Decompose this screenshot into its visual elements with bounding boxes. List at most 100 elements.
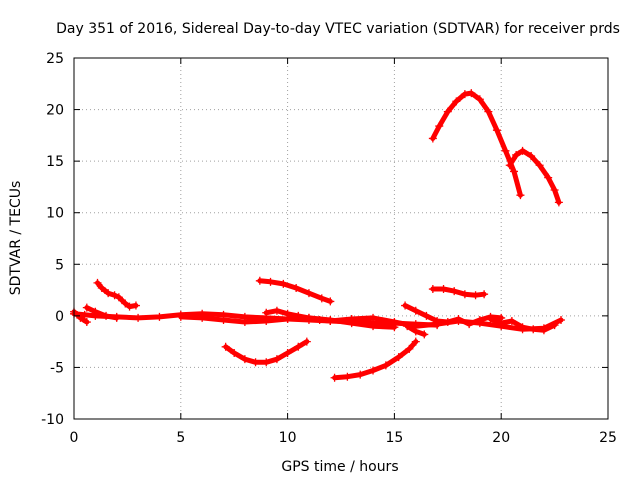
data-point bbox=[518, 323, 527, 332]
x-tick-label: 5 bbox=[176, 430, 185, 446]
x-tick-label: 10 bbox=[279, 430, 297, 446]
series-arc-late-small bbox=[428, 285, 489, 300]
data-point bbox=[411, 337, 420, 346]
data-point bbox=[262, 317, 271, 326]
data-point bbox=[550, 186, 559, 195]
data-point bbox=[403, 322, 412, 331]
data-point bbox=[422, 311, 431, 320]
data-point bbox=[497, 319, 506, 328]
data-point bbox=[501, 146, 510, 155]
y-tick-label: 25 bbox=[46, 51, 64, 67]
data-point bbox=[518, 146, 527, 155]
data-point bbox=[527, 151, 536, 160]
data-point bbox=[302, 337, 311, 346]
series-layer bbox=[70, 89, 566, 382]
data-point bbox=[131, 301, 140, 310]
data-point bbox=[505, 161, 514, 170]
data-point bbox=[240, 318, 249, 327]
data-point bbox=[294, 342, 303, 351]
data-point bbox=[465, 320, 474, 329]
series-line bbox=[402, 303, 504, 327]
series-line bbox=[84, 305, 120, 321]
data-point bbox=[272, 355, 281, 364]
data-point bbox=[510, 167, 519, 176]
data-point bbox=[411, 306, 420, 315]
series-line bbox=[430, 90, 523, 198]
data-point bbox=[420, 330, 429, 339]
y-tick-label: 15 bbox=[46, 154, 64, 170]
data-point bbox=[110, 291, 119, 300]
data-point bbox=[460, 90, 469, 99]
data-point bbox=[176, 312, 185, 321]
data-point bbox=[102, 311, 111, 320]
data-point bbox=[262, 308, 271, 317]
data-point bbox=[292, 284, 301, 293]
data-point bbox=[452, 97, 461, 106]
data-point bbox=[125, 302, 134, 311]
data-point bbox=[381, 361, 390, 370]
data-point bbox=[134, 313, 143, 322]
data-point bbox=[475, 315, 484, 324]
y-tick-label: -5 bbox=[50, 360, 64, 376]
data-point bbox=[486, 314, 495, 323]
data-point bbox=[439, 285, 448, 294]
data-point bbox=[104, 289, 113, 298]
series-line bbox=[507, 148, 562, 205]
y-tick-label: -10 bbox=[41, 412, 64, 428]
data-point bbox=[283, 309, 292, 318]
data-point bbox=[155, 312, 164, 321]
data-point bbox=[390, 318, 399, 327]
data-point bbox=[544, 173, 553, 182]
data-point bbox=[480, 290, 489, 299]
data-point bbox=[512, 150, 521, 159]
series-arc-low-g bbox=[486, 314, 559, 335]
data-point bbox=[347, 314, 356, 323]
data-point bbox=[262, 358, 271, 367]
data-point bbox=[529, 325, 538, 334]
y-tick-label: 10 bbox=[46, 206, 64, 222]
data-point bbox=[114, 293, 123, 302]
data-point bbox=[326, 317, 335, 326]
data-point bbox=[304, 313, 313, 322]
data-point bbox=[550, 321, 559, 330]
data-point bbox=[221, 342, 230, 351]
data-point bbox=[507, 317, 516, 326]
series-arc-late-low bbox=[330, 337, 420, 382]
data-point bbox=[272, 306, 281, 315]
data-point bbox=[326, 297, 335, 306]
x-axis-label: GPS time / hours bbox=[281, 459, 398, 475]
data-point bbox=[484, 107, 493, 116]
data-point bbox=[304, 289, 313, 298]
data-point bbox=[428, 134, 437, 143]
data-point bbox=[535, 161, 544, 170]
data-point bbox=[255, 276, 264, 285]
data-point bbox=[443, 318, 452, 327]
data-point bbox=[315, 315, 324, 324]
data-point bbox=[557, 315, 566, 324]
data-point bbox=[91, 307, 100, 316]
data-point bbox=[411, 327, 420, 336]
series-line bbox=[332, 339, 419, 381]
data-point bbox=[435, 122, 444, 131]
data-point bbox=[475, 95, 484, 104]
data-point bbox=[294, 311, 303, 320]
data-point bbox=[433, 317, 442, 326]
grid-layer bbox=[74, 58, 608, 419]
data-point bbox=[492, 126, 501, 135]
chart-title: Day 351 of 2016, Sidereal Day-to-day VTE… bbox=[56, 21, 620, 37]
series-arc-low-b bbox=[82, 303, 121, 322]
series-arc-low-h bbox=[403, 322, 429, 339]
series-arc-mid-high bbox=[255, 276, 335, 306]
data-point bbox=[283, 348, 292, 357]
data-point bbox=[97, 284, 106, 293]
data-point bbox=[394, 353, 403, 362]
data-point bbox=[471, 291, 480, 300]
data-point bbox=[369, 313, 378, 322]
data-point bbox=[82, 303, 91, 312]
series-arc-mid-low bbox=[221, 337, 311, 367]
data-point bbox=[369, 322, 378, 331]
x-tick-label: 20 bbox=[492, 430, 510, 446]
series-arc-peak bbox=[428, 89, 525, 200]
y-tick-label: 5 bbox=[55, 257, 64, 273]
y-axis-label: SDTVAR / TECUs bbox=[8, 181, 24, 296]
